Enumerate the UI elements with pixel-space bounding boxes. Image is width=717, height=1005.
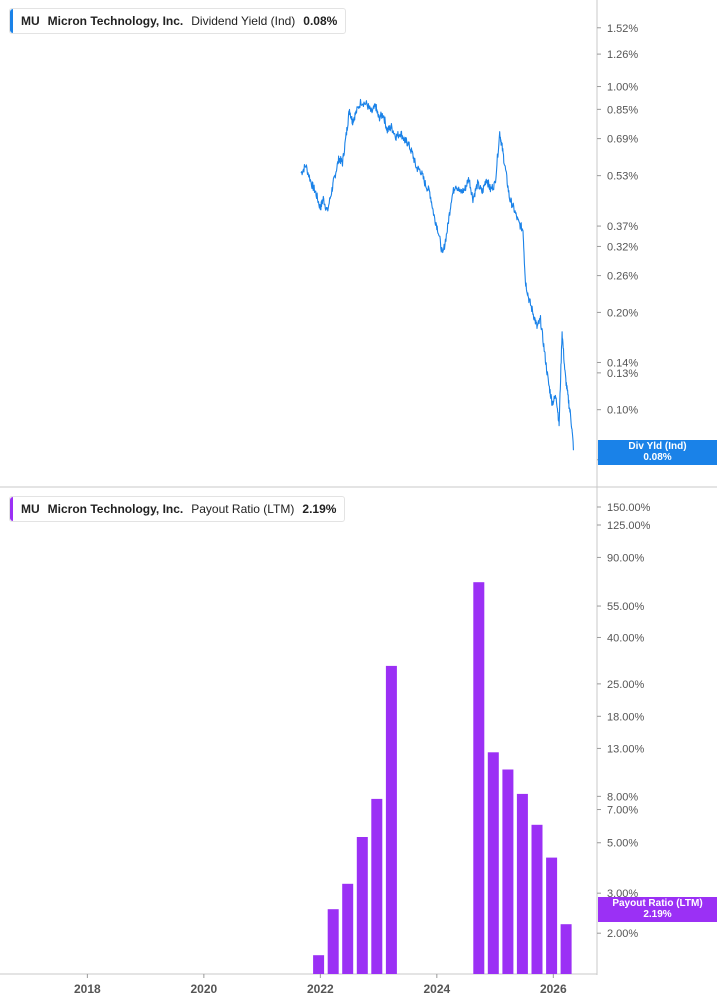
axis-lines xyxy=(0,0,717,975)
y-tick-label: 90.00% xyxy=(607,552,645,564)
payout-bar xyxy=(385,665,397,974)
payout-bar xyxy=(356,837,368,974)
legend-company: Micron Technology, Inc. xyxy=(47,14,184,28)
y-tick-label: 1.00% xyxy=(607,82,638,94)
y-tick-label: 0.13% xyxy=(607,368,638,380)
current-value-tag-payout: Payout Ratio (LTM) 2.19% xyxy=(598,897,717,922)
x-tick-label: 2026 xyxy=(540,982,567,996)
payout-bar xyxy=(560,924,572,974)
y-tick-label: 5.00% xyxy=(607,838,638,850)
legend-company: Micron Technology, Inc. xyxy=(47,502,184,516)
y-tick-label: 0.14% xyxy=(607,357,638,369)
payout-bar xyxy=(371,798,383,974)
y-tick-label: 8.00% xyxy=(607,791,638,803)
tag-label: Div Yld (Ind) xyxy=(628,441,687,452)
y-tick-label: 1.52% xyxy=(607,23,638,35)
payout-ratio-series xyxy=(313,582,572,974)
payout-bar xyxy=(531,824,543,974)
payout-bar xyxy=(327,909,339,974)
legend-value: 2.19% xyxy=(302,502,337,516)
x-tick-label: 2022 xyxy=(307,982,334,996)
y-tick-label: 0.53% xyxy=(607,171,638,183)
legend-value: 0.08% xyxy=(303,14,338,28)
y-tick-label: 0.32% xyxy=(607,241,638,253)
y-tick-label: 13.00% xyxy=(607,743,645,755)
y-tick-label: 0.26% xyxy=(607,271,638,283)
y-tick-label: 55.00% xyxy=(607,601,645,613)
y-tick-label: 125.00% xyxy=(607,520,651,532)
y-tick-label: 150.00% xyxy=(607,502,651,514)
y-tick-label: 18.00% xyxy=(607,711,645,723)
x-tick-label: 2020 xyxy=(191,982,218,996)
payout-bar xyxy=(473,582,485,974)
y-tick-label: 2.00% xyxy=(607,928,638,940)
dividend-yield-line xyxy=(300,98,575,451)
y-tick-label: 7.00% xyxy=(607,805,638,817)
y-tick-label: 0.20% xyxy=(607,307,638,319)
legend-metric: Dividend Yield (Ind) xyxy=(191,14,296,28)
payout-bar xyxy=(313,955,325,974)
x-tick-label: 2018 xyxy=(74,982,101,996)
x-tick-label: 2024 xyxy=(423,982,450,996)
legend-metric: Payout Ratio (LTM) xyxy=(191,502,295,516)
payout-bar xyxy=(546,857,558,974)
tag-label: Payout Ratio (LTM) xyxy=(612,898,703,909)
payout-bar xyxy=(502,769,514,974)
y-tick-label: 0.37% xyxy=(607,221,638,233)
y-tick-label: 40.00% xyxy=(607,632,645,644)
y-tick-label: 0.85% xyxy=(607,104,638,116)
y-tick-label: 25.00% xyxy=(607,679,645,691)
payout-bar xyxy=(516,793,528,974)
payout-bar xyxy=(487,752,499,974)
y-tick-label: 1.26% xyxy=(607,49,638,61)
y-tick-label: 0.69% xyxy=(607,134,638,146)
tag-value: 2.19% xyxy=(643,909,672,920)
tag-value: 0.08% xyxy=(643,452,672,463)
legend-swatch-payout xyxy=(10,497,13,521)
legend-ticker: MU xyxy=(21,14,40,28)
payout-y-axis: 150.00% 125.00% 90.00% 55.00% 40.00% 25.00% 18… xyxy=(597,502,651,940)
dividend-yield-series xyxy=(300,98,575,451)
legend-swatch-yield xyxy=(10,9,13,33)
yield-y-axis: 1.52% 1.26% 1.00% 0.85% 0.69% 0.53% 0.37% 0.32%… xyxy=(597,23,638,467)
y-tick-label: 0.10% xyxy=(607,405,638,417)
legend-payout-ratio: MU Micron Technology, Inc. Payout Ratio … xyxy=(9,496,346,522)
legend-dividend-yield: MU Micron Technology, Inc. Dividend Yiel… xyxy=(9,8,347,34)
payout-bar xyxy=(342,883,354,974)
legend-ticker: MU xyxy=(21,502,40,516)
x-axis: 2018 2020 2022 2024 2026 xyxy=(74,974,567,996)
current-value-tag-yield: Div Yld (Ind) 0.08% xyxy=(598,440,717,465)
